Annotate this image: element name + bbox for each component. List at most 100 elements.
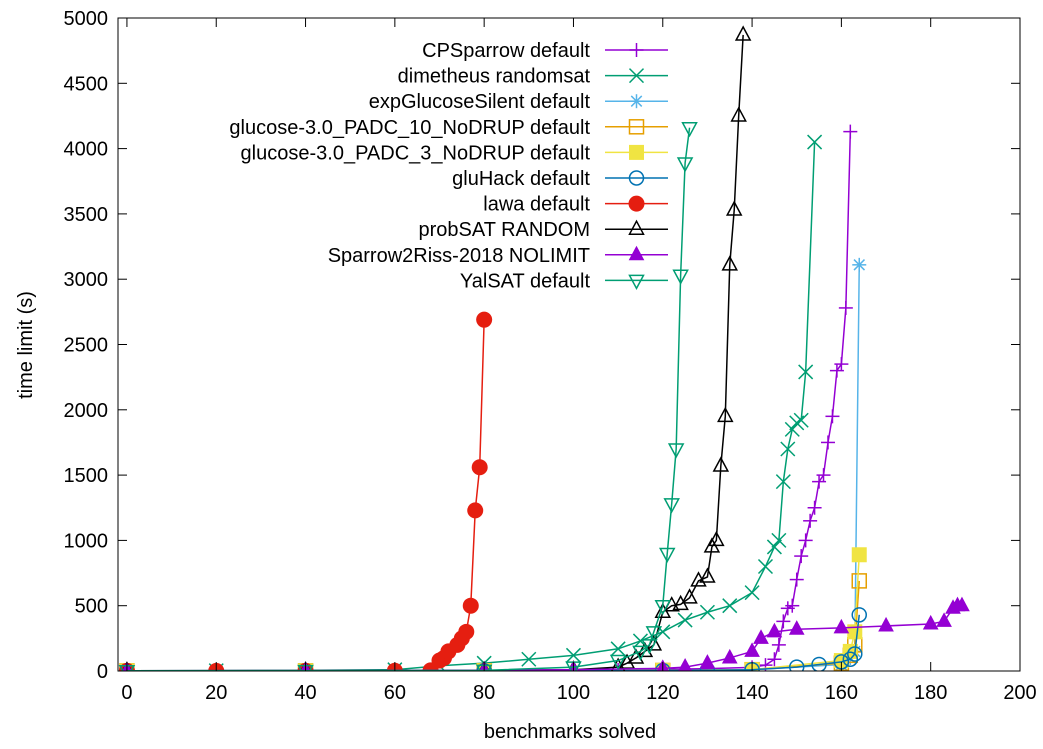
legend-entry: glucose-3.0_PADC_3_NoDRUP default [241, 142, 668, 164]
legend-entry: expGlucoseSilent default [369, 91, 668, 113]
data-point [721, 255, 739, 271]
legend-marker [628, 119, 645, 135]
data-point [663, 498, 680, 514]
data-point [794, 549, 809, 564]
legend-label: gluHack default [452, 168, 590, 190]
y-tick-label: 4000 [64, 139, 109, 161]
data-point [954, 596, 970, 612]
data-point [722, 598, 738, 614]
y-tick-label: 2000 [64, 400, 109, 422]
y-tick-label: 1000 [64, 530, 109, 552]
data-point [847, 646, 863, 662]
series-9 [118, 121, 698, 671]
series-line [126, 34, 744, 671]
data-point [667, 443, 685, 459]
data-point [798, 533, 813, 548]
x-axis-title: benchmarks solved [484, 721, 656, 743]
data-point [789, 415, 805, 431]
legend-entry: Sparrow2Riss-2018 NOLIMIT [328, 245, 668, 267]
data-point [744, 642, 760, 657]
legend-label: probSAT RANDOM [418, 219, 590, 241]
data-point [717, 406, 734, 423]
legend-entry: probSAT RANDOM [418, 219, 668, 241]
data-point [788, 620, 805, 635]
x-tick-label: 180 [914, 682, 947, 704]
data-point [565, 647, 581, 663]
data-point [816, 468, 831, 483]
data-point [825, 409, 840, 424]
y-tick-label: 2500 [64, 335, 109, 357]
data-point [476, 311, 493, 328]
x-tick-label: 160 [825, 682, 858, 704]
series-line [126, 319, 485, 671]
data-point [734, 25, 752, 41]
data-point [851, 547, 867, 563]
y-tick-label: 500 [75, 596, 108, 618]
data-point [678, 658, 693, 671]
series-line [126, 127, 691, 671]
data-point [789, 572, 804, 587]
x-tick-label: 40 [294, 682, 316, 704]
legend-label: lawa default [483, 194, 590, 216]
data-point [842, 651, 859, 667]
data-point [820, 435, 835, 450]
data-point [771, 532, 787, 548]
x-tick-label: 20 [205, 682, 227, 704]
data-point [757, 558, 774, 575]
data-point [712, 456, 730, 472]
legend-label: YalSAT default [460, 270, 591, 292]
legend-entry: lawa default [483, 194, 668, 216]
data-point [766, 539, 782, 555]
data-point [641, 639, 658, 655]
legend-entry: CPSparrow default [422, 40, 668, 62]
data-point [458, 623, 475, 640]
data-point [838, 300, 853, 315]
legend-marker [628, 245, 645, 261]
data-point [676, 157, 694, 173]
data-point [725, 200, 743, 216]
data-point [780, 441, 796, 457]
series-6 [118, 311, 493, 671]
legend-marker [629, 144, 644, 160]
legend-entry: YalSAT default [460, 270, 668, 292]
data-point [708, 530, 725, 547]
data-point [775, 474, 791, 490]
legend-label: glucose-3.0_PADC_10_NoDRUP default [229, 117, 590, 139]
data-point [766, 622, 783, 638]
data-point [699, 654, 716, 669]
legend-entry: gluHack default [452, 168, 668, 190]
axes: 0 20 40 60 80 100 120 140 160 180 2000500100015002… [64, 8, 1037, 704]
legend-entry: dimetheus randomsat [398, 66, 668, 88]
data-point [462, 597, 479, 614]
data-point [776, 614, 791, 629]
data-point [609, 654, 627, 671]
data-point [843, 124, 858, 139]
data-point [753, 629, 769, 644]
data-point [833, 618, 850, 634]
data-point [878, 616, 894, 632]
data-point [654, 599, 672, 616]
data-point [467, 502, 484, 519]
data-point [788, 659, 805, 671]
data-point [681, 588, 698, 604]
legend-marker [628, 68, 645, 84]
data-point [803, 513, 818, 528]
x-tick-label: 60 [384, 682, 406, 704]
legend-label: glucose-3.0_PADC_3_NoDRUP default [241, 142, 591, 164]
data-point [807, 134, 823, 150]
x-tick-label: 200 [1003, 682, 1036, 704]
y-axis-title: time limit (s) [15, 291, 37, 399]
legend-entry: glucose-3.0_PADC_10_NoDRUP default [229, 117, 668, 139]
data-point [767, 652, 782, 667]
data-point [852, 257, 867, 272]
y-tick-label: 5000 [64, 8, 109, 30]
y-tick-label: 3000 [64, 269, 109, 291]
data-point [758, 658, 773, 671]
data-point [699, 604, 715, 620]
legend-marker [628, 274, 645, 290]
data-point [922, 614, 939, 630]
legend-marker [628, 195, 645, 212]
data-point [771, 637, 786, 652]
data-point [677, 612, 693, 628]
data-point [851, 573, 867, 589]
